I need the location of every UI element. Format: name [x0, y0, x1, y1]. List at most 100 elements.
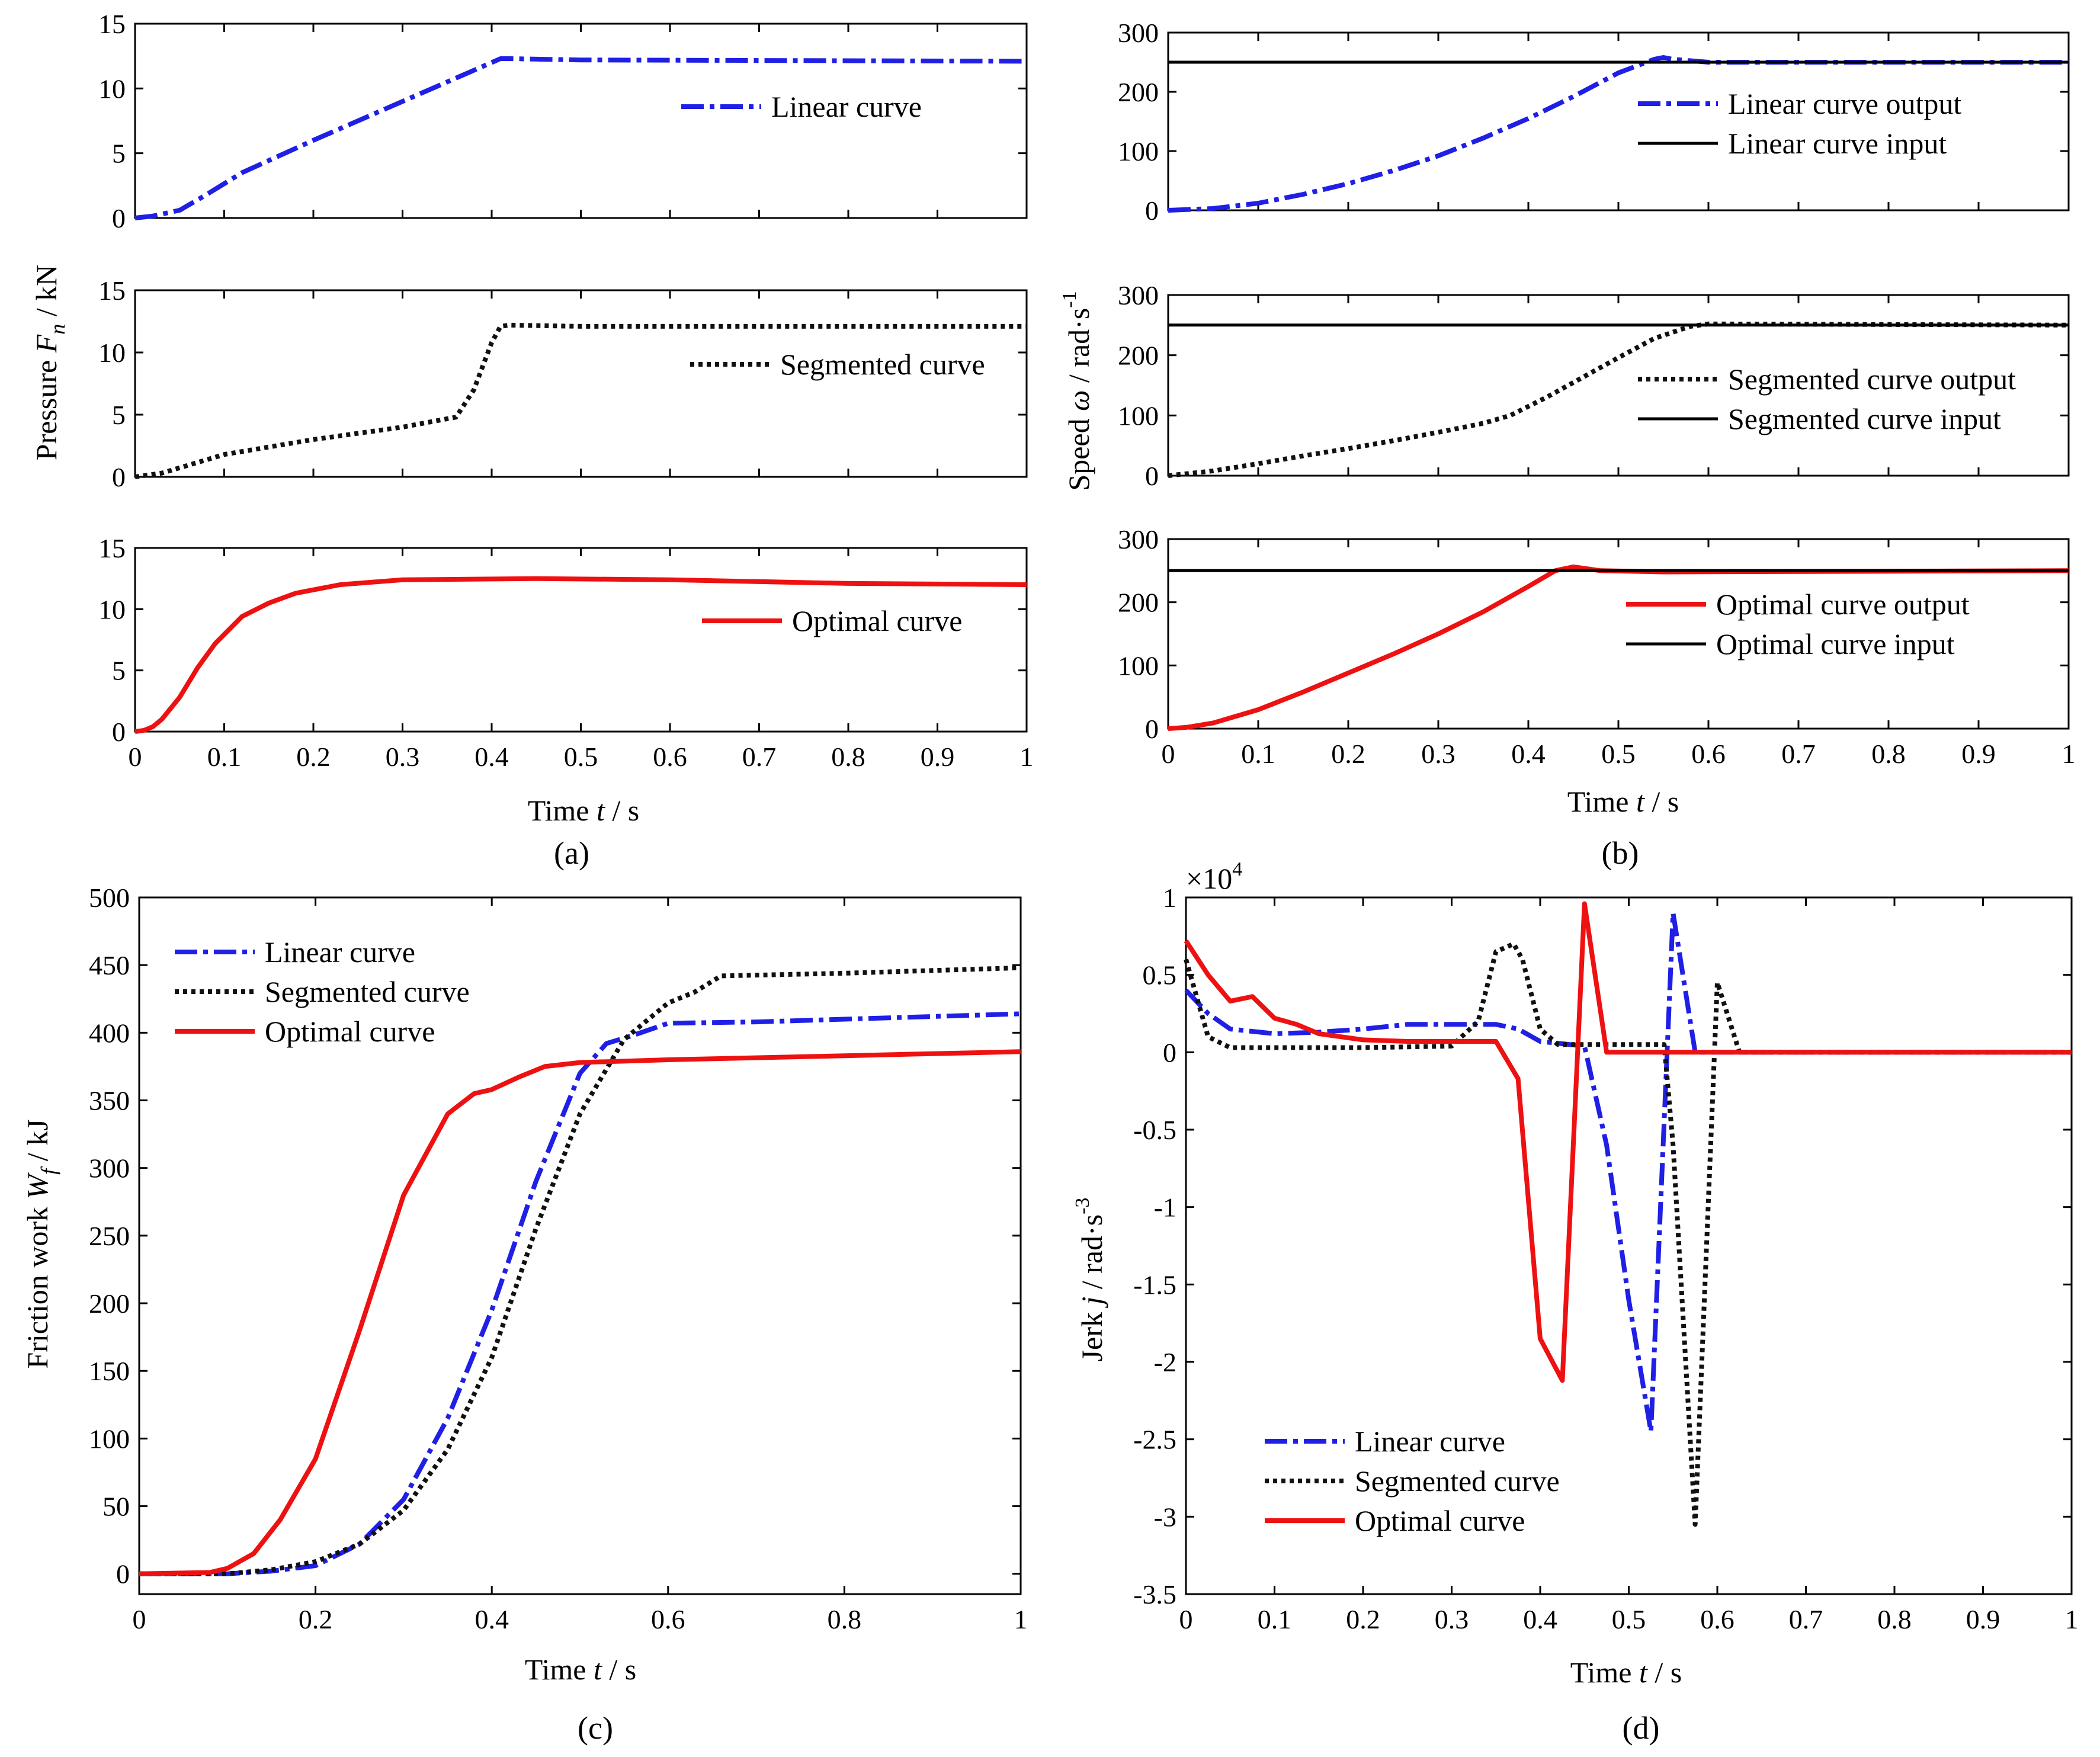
ytick-label: 0	[112, 203, 126, 233]
ytick-label: 300	[1118, 524, 1159, 554]
legend-label: Linear curve	[771, 90, 922, 123]
ylabel-pressure: Pressure Fn / kN	[30, 265, 69, 460]
xtick-label: 0.4	[474, 742, 509, 772]
xtick-label: 0.8	[831, 742, 865, 772]
series-line-linear	[134, 56, 1027, 220]
series-line-linear	[139, 1011, 1021, 1576]
xtick-label: 0.3	[386, 742, 420, 772]
ytick-label: 0.5	[1143, 960, 1177, 990]
xtick-label: 0.5	[564, 742, 598, 772]
xtick-label: 0.7	[742, 742, 777, 772]
xtick-label: 0.2	[1331, 739, 1365, 769]
ytick-label: 300	[1118, 280, 1159, 310]
legend-b2: Segmented curve output Segmented curve in…	[1638, 363, 2016, 435]
xlabel-time-c: Time t / s	[525, 1653, 637, 1686]
ytick-label: 0	[1145, 461, 1159, 491]
ytick-label: 500	[89, 883, 130, 913]
caption-b: (b)	[1602, 835, 1639, 871]
ytick-label: -0.5	[1133, 1115, 1176, 1145]
xtick-label: 0.6	[651, 1604, 685, 1634]
legend-b1: Linear curve output Linear curve input	[1638, 87, 1961, 160]
series-line-optimal	[134, 576, 1027, 734]
xtick-label: 0.9	[921, 742, 955, 772]
xtick-label: 0.1	[1241, 739, 1275, 769]
ytick-label: 10	[98, 73, 126, 104]
ytick-label: 0	[116, 1559, 130, 1589]
caption-d: (d)	[1623, 1710, 1660, 1746]
legend-a2: Segmented curve	[690, 348, 985, 381]
xtick-label: 0.9	[1961, 739, 1996, 769]
xtick-label: 0	[133, 1604, 146, 1634]
legend-label: Segmented curve	[1355, 1464, 1560, 1498]
ytick-label: 15	[98, 9, 126, 39]
xtick-label: 0.3	[1435, 1604, 1469, 1634]
plot-b2-segmented-speed: 0 100 200 300 Segmented curve outputSegmente…	[1118, 280, 2070, 491]
ytick-label: 100	[1118, 400, 1159, 431]
ytick-label: -2.5	[1133, 1425, 1176, 1455]
ytick-label: 100	[1118, 136, 1159, 166]
ytick-label: 15	[98, 533, 126, 563]
legend-label: Optimal curve	[1355, 1504, 1525, 1537]
plot-a3-optimal-pressure: 0 5 10 15 0 0.1 0.2 0.3 0.4 0.5 0.6 0.7 0.8 0.9 1 Optim…	[98, 533, 1034, 772]
xtick-label: 0.5	[1612, 1604, 1646, 1634]
ytick-label: 200	[1118, 341, 1159, 371]
series-line-segmented	[139, 965, 1021, 1576]
ytick-label: -2	[1154, 1347, 1176, 1377]
legend-label: Segmented curve	[780, 348, 985, 381]
ytick-label: 10	[98, 338, 126, 368]
ytick-label: -1	[1154, 1192, 1176, 1223]
legend-label: Optimal curve output	[1716, 588, 1970, 621]
legend-c: Linear curve Segmented curve Optimal curve	[175, 935, 470, 1048]
ylabel-speed: Speed ω / rad·s-1	[1059, 291, 1095, 490]
xtick-label: 0.2	[299, 1604, 333, 1634]
xtick-label: 0.5	[1601, 739, 1636, 769]
ytick-label: 0	[112, 717, 126, 747]
ytick-label: 250	[89, 1221, 130, 1251]
axis-multiplier: ×104	[1186, 858, 1242, 895]
caption-c: (c)	[578, 1710, 613, 1746]
ytick-label: 0	[1163, 1037, 1176, 1067]
ytick-label: 150	[89, 1356, 130, 1386]
xtick-label: 0.9	[1966, 1604, 2000, 1634]
ytick-label: 450	[89, 950, 130, 980]
legend-label: Linear curve output	[1728, 87, 1961, 120]
ytick-label: 350	[89, 1086, 130, 1116]
xtick-label: 0.1	[207, 742, 242, 772]
ytick-label: -1.5	[1133, 1269, 1176, 1300]
ytick-label: 300	[1118, 18, 1159, 48]
legend-b3: Optimal curve output Optimal curve input	[1626, 588, 1970, 661]
ytick-label: 200	[1118, 77, 1159, 107]
xtick-label: 0.4	[1511, 739, 1546, 769]
plot-c-friction-work: 0 50 100 150 200 250 300 350 400 450 500 0 0.2 0.4 0.6…	[89, 883, 1028, 1634]
xtick-label: 0.7	[1789, 1604, 1823, 1634]
xtick-label: 0.3	[1421, 739, 1455, 769]
series-line-optimal	[1184, 901, 2072, 1383]
xtick-label: 0.6	[653, 742, 687, 772]
xtick-label: 0	[1179, 1604, 1193, 1634]
xtick-label: 0.1	[1258, 1604, 1292, 1634]
series-line-linear	[1168, 55, 2069, 213]
xtick-label: 0.4	[474, 1604, 509, 1634]
xtick-label: 1	[2065, 1604, 2079, 1634]
series-line-segmented	[1168, 321, 2069, 478]
legend-label: Linear curve input	[1728, 127, 1947, 160]
ytick-label: 300	[89, 1153, 130, 1184]
ytick-label: 5	[112, 400, 126, 430]
legend-label: Optimal curve input	[1716, 627, 1955, 661]
xtick-label: 0.7	[1781, 739, 1816, 769]
xtick-label: 0.8	[1877, 1604, 1912, 1634]
plot-a2-segmented-pressure: 0 5 10 15 Segmented curve	[98, 275, 1028, 492]
xtick-label: 0.2	[1346, 1604, 1380, 1634]
ytick-label: 1	[1163, 883, 1176, 913]
plot-d-jerk: -3.5 -3 -2.5 -2 -1.5 -1 -0.5 0 0.5 1 0 0.1 0.2 0.3 0.4…	[1133, 883, 2078, 1634]
ylabel-friction-work: Friction work Wf / kJ	[21, 1119, 60, 1368]
legend-d: Linear curve Segmented curve Optimal curve	[1265, 1425, 1560, 1537]
xtick-label: 0	[1162, 739, 1175, 769]
ytick-label: 200	[89, 1288, 130, 1319]
ytick-label: 10	[98, 594, 126, 624]
xtick-label: 1	[1020, 742, 1034, 772]
plot-b3-optimal-speed: 0 100 200 300 0 0.1 0.2 0.3 0.4 0.5 0.6 0.7 0.8 0.9 1 O…	[1118, 524, 2076, 769]
ytick-label: 0	[1145, 195, 1159, 226]
